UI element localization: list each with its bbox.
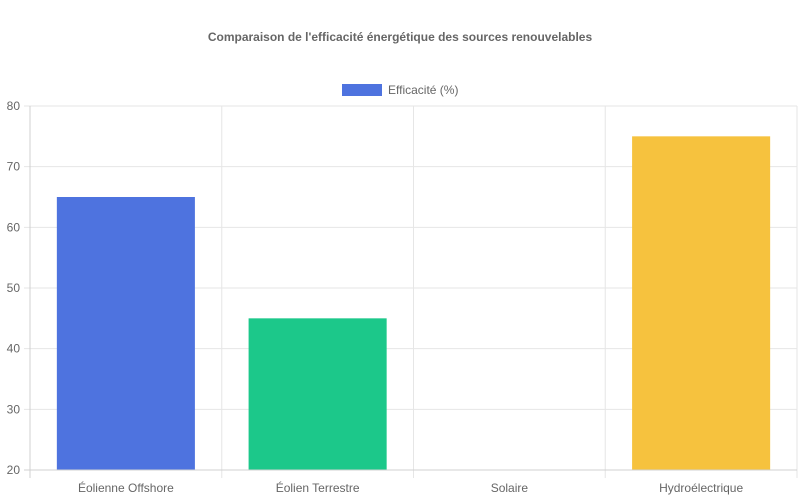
x-tick-label: Éolien Terrestre [276, 480, 360, 495]
legend-swatch [342, 84, 382, 96]
x-tick-label: Solaire [491, 481, 529, 495]
axes [24, 106, 797, 478]
x-tick-label: Éolienne Offshore [78, 480, 174, 495]
y-tick-label: 30 [7, 402, 21, 416]
y-tick-label: 50 [7, 281, 21, 295]
y-tick-label: 70 [7, 160, 21, 174]
bar-0[interactable] [56, 197, 195, 470]
y-tick-label: 60 [7, 220, 21, 234]
bar-1[interactable] [248, 318, 387, 470]
y-tick-label: 80 [7, 99, 21, 113]
bar-3[interactable] [632, 136, 771, 471]
y-tick-label: 40 [7, 342, 21, 356]
legend[interactable]: Efficacité (%) [342, 83, 458, 97]
x-tick-label: Hydroélectrique [659, 481, 743, 495]
chart-title: Comparaison de l'efficacité énergétique … [208, 30, 593, 44]
legend-label: Efficacité (%) [388, 83, 458, 97]
bars [56, 136, 771, 471]
y-tick-label: 20 [7, 463, 21, 477]
tick-labels: 20 30 40 50 60 70 80 Éolienne Offshore Éolien Te… [7, 99, 744, 495]
